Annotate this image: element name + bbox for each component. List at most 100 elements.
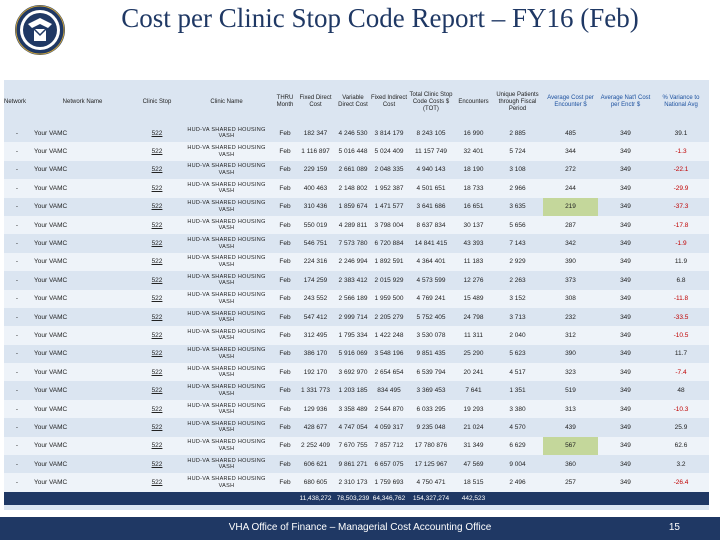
totals-spacer — [4, 491, 296, 505]
clinic-stop-link[interactable]: 522 — [151, 423, 163, 431]
cell-encounters: 11 311 — [455, 326, 492, 345]
clinic-stop-link[interactable]: 522 — [151, 148, 163, 156]
cell-thru-month: Feb — [274, 215, 296, 235]
clinic-stop-link[interactable]: 522 — [151, 276, 163, 284]
cell-fixed-indirect-cost: 2 544 870 — [371, 399, 407, 419]
cell-clinic-stop[interactable]: 522 — [135, 326, 179, 345]
cell-clinic-stop[interactable]: 522 — [135, 197, 179, 216]
table-row: - Your VAMC 522 HUD-VA SHARED HOUSING VASH F… — [4, 234, 709, 253]
cell-clinic-stop[interactable]: 522 — [135, 473, 179, 492]
clinic-stop-link[interactable]: 522 — [151, 313, 163, 321]
clinic-stop-link[interactable]: 522 — [151, 368, 163, 376]
cell-avg-natl-cost: 349 — [598, 473, 653, 492]
cell-avg-cost-per-encounter: 567 — [543, 436, 598, 456]
cell-clinic-stop[interactable]: 522 — [135, 142, 179, 161]
cell-clinic-stop[interactable]: 522 — [135, 271, 179, 290]
cell-clinic-stop[interactable]: 522 — [135, 307, 179, 327]
cell-clinic-stop[interactable]: 522 — [135, 179, 179, 198]
clinic-stop-link[interactable]: 522 — [151, 387, 163, 395]
cell-network: - — [4, 455, 30, 474]
clinic-stop-link[interactable]: 522 — [151, 460, 163, 468]
cell-clinic-stop[interactable]: 522 — [135, 160, 179, 180]
cell-encounters: 21 024 — [455, 418, 492, 437]
cell-network-name: Your VAMC — [30, 399, 135, 419]
cell-total-clinic-stop-costs: 14 841 415 — [407, 234, 455, 253]
clinic-stop-link[interactable]: 522 — [151, 331, 163, 339]
total-variable-direct-cost: 78,503,239 — [335, 491, 371, 505]
cell-clinic-stop[interactable]: 522 — [135, 215, 179, 235]
cell-clinic-stop[interactable]: 522 — [135, 436, 179, 456]
clinic-stop-link[interactable]: 522 — [151, 295, 163, 303]
cell-clinic-name: HUD-VA SHARED HOUSING VASH — [179, 307, 274, 327]
clinic-stop-link[interactable]: 522 — [151, 405, 163, 413]
cell-clinic-stop[interactable]: 522 — [135, 289, 179, 308]
cell-unique-patients: 2 263 — [492, 271, 543, 290]
clinic-stop-link[interactable]: 522 — [151, 442, 163, 450]
cell-variable-direct-cost: 1 795 334 — [335, 326, 371, 345]
cell-unique-patients: 3 380 — [492, 399, 543, 419]
cell-avg-cost-per-encounter: 257 — [543, 473, 598, 492]
cell-pct-variance: 39.1 — [653, 124, 709, 143]
cell-clinic-stop[interactable]: 522 — [135, 363, 179, 382]
cell-clinic-name: HUD-VA SHARED HOUSING VASH — [179, 160, 274, 180]
clinic-stop-link[interactable]: 522 — [151, 350, 163, 358]
cell-network: - — [4, 307, 30, 327]
table-row: - Your VAMC 522 HUD-VA SHARED HOUSING VASH F… — [4, 473, 709, 492]
cell-clinic-stop[interactable]: 522 — [135, 418, 179, 437]
clinic-stop-link[interactable]: 522 — [151, 184, 163, 192]
cell-clinic-stop[interactable]: 522 — [135, 124, 179, 143]
clinic-stop-link[interactable]: 522 — [151, 221, 163, 229]
cell-variable-direct-cost: 1 203 185 — [335, 381, 371, 400]
cell-fixed-indirect-cost: 1 759 693 — [371, 473, 407, 492]
cell-clinic-stop[interactable]: 522 — [135, 455, 179, 474]
clinic-stop-link[interactable]: 522 — [151, 479, 163, 487]
table-row: - Your VAMC 522 HUD-VA SHARED HOUSING VASH F… — [4, 252, 709, 272]
cell-clinic-name: HUD-VA SHARED HOUSING VASH — [179, 381, 274, 400]
table-row: - Your VAMC 522 HUD-VA SHARED HOUSING VASH F… — [4, 455, 709, 474]
cell-pct-variance: -11.8 — [653, 289, 709, 308]
cell-fixed-direct-cost: 606 621 — [296, 455, 335, 474]
cell-avg-natl-cost: 349 — [598, 344, 653, 364]
cell-clinic-stop[interactable]: 522 — [135, 234, 179, 253]
cell-clinic-stop[interactable]: 522 — [135, 252, 179, 272]
cell-avg-natl-cost: 349 — [598, 215, 653, 235]
cell-clinic-name: HUD-VA SHARED HOUSING VASH — [179, 344, 274, 364]
cell-clinic-stop[interactable]: 522 — [135, 381, 179, 400]
cell-total-clinic-stop-costs: 8 637 834 — [407, 215, 455, 235]
cell-avg-natl-cost: 349 — [598, 436, 653, 456]
header-variable-direct-cost: Variable Direct Cost — [335, 80, 371, 124]
cell-clinic-stop[interactable]: 522 — [135, 399, 179, 419]
total-fixed-direct-cost: 11,438,272 — [296, 491, 335, 505]
clinic-stop-link[interactable]: 522 — [151, 129, 163, 137]
cell-fixed-direct-cost: 129 936 — [296, 399, 335, 419]
cell-clinic-stop[interactable]: 522 — [135, 344, 179, 364]
cell-pct-variance: 6.8 — [653, 271, 709, 290]
cell-network: - — [4, 215, 30, 235]
cell-unique-patients: 3 108 — [492, 160, 543, 180]
table-row: - Your VAMC 522 HUD-VA SHARED HOUSING VASH F… — [4, 436, 709, 456]
table-row: - Your VAMC 522 HUD-VA SHARED HOUSING VASH F… — [4, 344, 709, 364]
clinic-stop-link[interactable]: 522 — [151, 166, 163, 174]
cell-thru-month: Feb — [274, 179, 296, 198]
clinic-stop-link[interactable]: 522 — [151, 258, 163, 266]
table-row: - Your VAMC 522 HUD-VA SHARED HOUSING VASH F… — [4, 307, 709, 327]
footer-bar: VHA Office of Finance – Managerial Cost … — [0, 517, 720, 540]
clinic-stop-link[interactable]: 522 — [151, 203, 163, 211]
cell-network: - — [4, 234, 30, 253]
cell-variable-direct-cost: 4 747 054 — [335, 418, 371, 437]
cell-unique-patients: 6 629 — [492, 436, 543, 456]
cell-thru-month: Feb — [274, 381, 296, 400]
cell-network-name: Your VAMC — [30, 289, 135, 308]
clinic-stop-link[interactable]: 522 — [151, 240, 163, 248]
cell-network-name: Your VAMC — [30, 160, 135, 180]
cell-fixed-direct-cost: 2 252 409 — [296, 436, 335, 456]
cell-network: - — [4, 326, 30, 345]
cell-network: - — [4, 289, 30, 308]
cell-avg-natl-cost: 349 — [598, 455, 653, 474]
cell-encounters: 19 293 — [455, 399, 492, 419]
cell-unique-patients: 9 004 — [492, 455, 543, 474]
cell-pct-variance: -22.1 — [653, 160, 709, 180]
cell-avg-cost-per-encounter: 390 — [543, 344, 598, 364]
cell-network: - — [4, 197, 30, 216]
cell-pct-variance: 62.6 — [653, 436, 709, 456]
